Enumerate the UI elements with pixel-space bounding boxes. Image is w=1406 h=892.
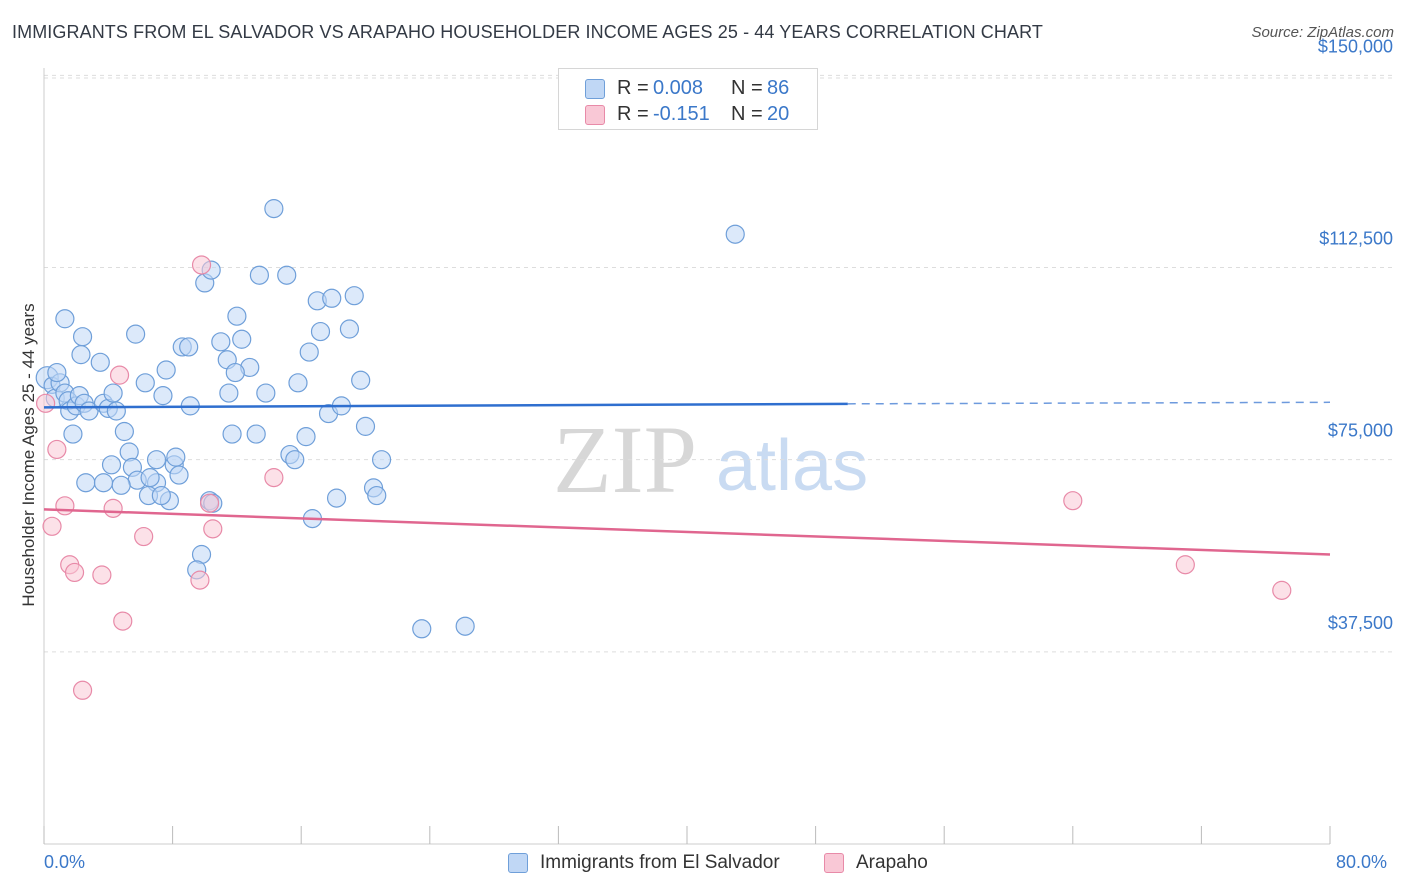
point-el-salvador (153, 386, 173, 406)
point-el-salvador (169, 465, 189, 485)
point-el-salvador (225, 362, 245, 383)
source-label: Source: ZipAtlas.com (1251, 24, 1394, 41)
point-el-salvador (296, 427, 316, 447)
point-el-salvador (367, 485, 387, 506)
point-el-salvador (326, 488, 347, 508)
point-el-salvador (249, 265, 270, 285)
point-el-salvador (355, 416, 376, 436)
point-el-salvador (93, 473, 114, 493)
point-el-salvador (227, 306, 247, 326)
point-el-salvador (222, 424, 242, 444)
bottom-legend-swatch-el-salvador (508, 853, 528, 873)
trendline-el-salvador (43, 402, 848, 409)
point-el-salvador (277, 265, 297, 285)
point-arapaho (134, 526, 154, 547)
point-el-salvador (285, 450, 305, 470)
y-tick-label: $75,000 (1328, 421, 1393, 441)
point-arapaho (42, 516, 62, 536)
point-el-salvador (299, 342, 319, 362)
point-el-salvador (126, 324, 146, 344)
legend-swatch-arapaho (585, 105, 605, 125)
point-el-salvador (140, 468, 160, 488)
point-arapaho (92, 565, 112, 585)
point-el-salvador (179, 337, 199, 357)
point-arapaho (103, 498, 123, 518)
point-el-salvador (47, 362, 67, 383)
legend-n-label: N = (731, 103, 763, 125)
point-arapaho (1063, 491, 1083, 511)
legend-r-label: R = (617, 77, 649, 99)
point-el-salvador (146, 450, 167, 470)
legend-r-label: R = (617, 103, 649, 125)
point-el-salvador (211, 332, 231, 352)
point-el-salvador (76, 473, 96, 493)
point-el-salvador (344, 286, 364, 306)
point-arapaho (72, 680, 93, 700)
point-el-salvador (63, 424, 83, 444)
x-tick-label-max: 80.0% (1336, 852, 1388, 872)
point-el-salvador (151, 485, 171, 506)
point-arapaho (1175, 555, 1195, 575)
trendline-el-salvador-extension (847, 401, 1331, 405)
point-el-salvador (322, 288, 342, 308)
point-el-salvador (256, 383, 276, 403)
point-el-salvador (264, 199, 284, 219)
point-arapaho (203, 519, 223, 539)
point-el-salvador (310, 321, 331, 342)
point-el-salvador (135, 373, 155, 393)
y-axis-title: Householder Income Ages 25 - 44 years (19, 303, 38, 606)
point-arapaho (264, 468, 284, 488)
chart-title: IMMIGRANTS FROM EL SALVADOR VS ARAPAHO H… (12, 22, 1043, 42)
bottom-legend-label-arapaho: Arapaho (856, 852, 928, 873)
legend-n-value-arapaho: 20 (767, 103, 790, 125)
x-tick-label-min: 0.0% (44, 852, 86, 872)
point-arapaho (199, 493, 220, 513)
y-tick-label: $112,500 (1319, 229, 1393, 249)
point-el-salvador (55, 309, 75, 329)
point-arapaho (113, 611, 133, 631)
point-el-salvador (156, 360, 176, 380)
point-arapaho (55, 496, 75, 516)
legend-r-value-el-salvador: 0.008 (653, 77, 704, 99)
point-el-salvador (103, 383, 123, 403)
point-el-salvador (288, 373, 308, 393)
point-el-salvador (106, 401, 126, 421)
point-el-salvador (101, 455, 122, 475)
point-el-salvador (246, 424, 266, 444)
point-el-salvador (111, 475, 131, 495)
point-el-salvador (725, 224, 745, 244)
point-el-salvador (219, 383, 239, 403)
legend-n-label: N = (731, 77, 763, 99)
point-el-salvador (412, 619, 432, 639)
point-el-salvador (339, 319, 360, 339)
point-el-salvador (232, 329, 252, 349)
point-el-salvador (114, 421, 134, 442)
point-el-salvador (166, 447, 186, 467)
point-arapaho (36, 393, 56, 413)
point-arapaho (64, 562, 85, 583)
point-arapaho (191, 255, 212, 275)
legend-swatch-el-salvador (585, 79, 605, 99)
trendline-arapaho (43, 508, 1331, 556)
y-tick-label: $150,000 (1318, 36, 1393, 56)
y-tick-label: $37,500 (1328, 613, 1393, 633)
point-arapaho (109, 365, 130, 385)
legend-r-value-arapaho: -0.151 (653, 103, 710, 125)
point-el-salvador (72, 327, 93, 347)
point-el-salvador (455, 616, 475, 636)
bottom-legend-label-el-salvador: Immigrants from El Salvador (540, 852, 780, 873)
watermark-atlas: atlas (716, 426, 868, 506)
point-el-salvador (371, 450, 392, 470)
point-el-salvador (71, 345, 91, 365)
watermark-zip: ZIP (553, 406, 697, 513)
point-el-salvador (90, 352, 110, 372)
point-el-salvador (351, 370, 371, 390)
legend-n-value-el-salvador: 86 (767, 77, 790, 99)
correlation-legend: R = 0.008 N = 86 R = -0.151 N = 20 (558, 68, 818, 130)
bottom-legend-swatch-arapaho (824, 853, 844, 873)
point-arapaho (47, 439, 67, 460)
point-arapaho (190, 570, 210, 590)
point-arapaho (1272, 580, 1292, 600)
